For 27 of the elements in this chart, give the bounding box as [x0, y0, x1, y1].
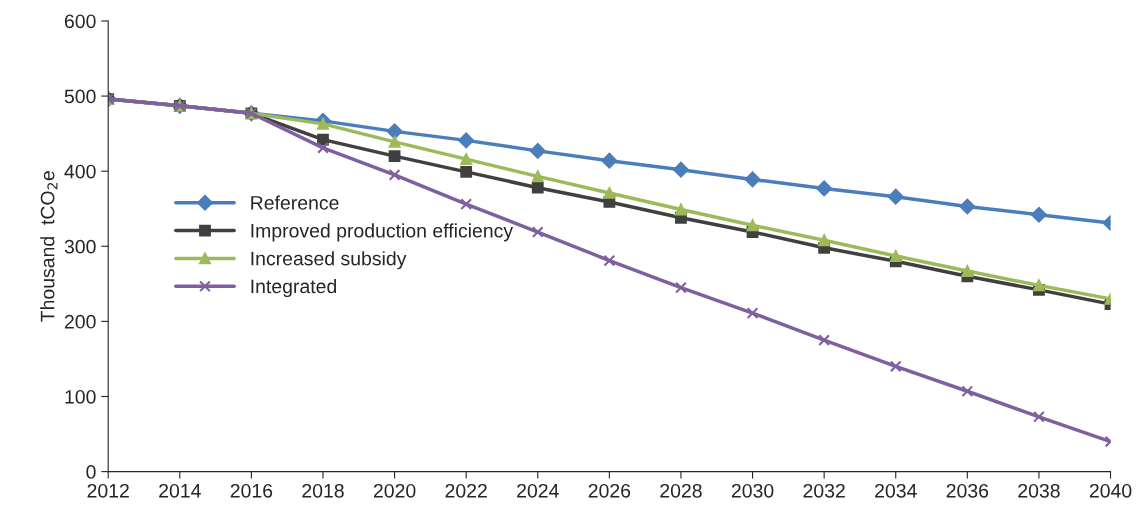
x-tick-label: 2038	[1018, 483, 1060, 498]
x-tick-label: 2030	[731, 483, 774, 498]
x-tick-label: 2024	[517, 483, 559, 498]
x-tick-label: 2032	[803, 483, 845, 498]
x-tick-label: 2036	[946, 483, 989, 498]
legend-label: Improved production efficiency	[251, 223, 514, 242]
x-tick-label: 2018	[302, 483, 344, 498]
y-tick-label: 0	[86, 465, 96, 479]
x-tick-label: 2012	[87, 483, 129, 498]
y-axis-title: Thousand tCO$_{2}$e	[40, 171, 58, 322]
y-tick-label: 400	[64, 164, 96, 179]
y-tick-label: 600	[64, 14, 96, 29]
x-tick-label: 2026	[588, 483, 631, 498]
legend-label: Integrated	[251, 278, 337, 298]
x-tick-label: 2020	[373, 483, 416, 498]
y-tick-label: 500	[64, 89, 96, 104]
x-tick-label: 2028	[660, 483, 702, 498]
y-tick-label: 200	[64, 314, 96, 329]
y-tick-label: 300	[64, 239, 96, 254]
y-tick-label: 100	[65, 389, 96, 404]
legend-label: Increased subsidy	[251, 251, 407, 270]
x-tick-label: 2022	[445, 483, 487, 498]
x-tick-label: 2014	[159, 483, 201, 498]
x-tick-label: 2016	[230, 483, 273, 498]
legend-label: Reference	[251, 195, 339, 210]
x-tick-label: 2034	[875, 483, 917, 498]
x-tick-label: 2040	[1089, 483, 1132, 498]
